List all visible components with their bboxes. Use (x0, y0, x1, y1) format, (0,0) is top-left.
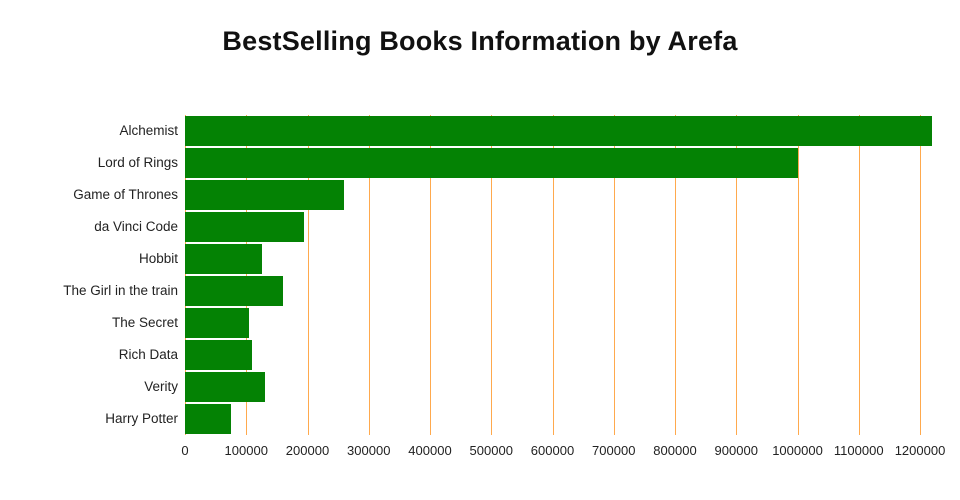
gridline (430, 115, 431, 435)
bar (185, 404, 231, 434)
bar (185, 212, 305, 242)
category-label: Rich Data (118, 347, 178, 362)
plot-area (185, 115, 937, 435)
x-axis-labels: 0 100000 200000 300000 400000 500000 600000 700… (181, 443, 945, 463)
bar (185, 148, 798, 178)
gridline (552, 115, 554, 435)
x-tick-label: 700000 (592, 443, 636, 458)
gridline (858, 115, 860, 435)
x-tick-label: 400000 (408, 443, 452, 458)
gridline (246, 115, 248, 435)
x-tick-label: 800000 (653, 443, 697, 458)
category-label: Game of Thrones (73, 187, 178, 202)
x-tick-label: 1000000 (772, 443, 823, 458)
gridline (736, 115, 738, 435)
gridline (920, 115, 921, 435)
category-label: Verity (144, 379, 178, 394)
chart-title: BestSelling Books Information by Arefa (222, 26, 738, 56)
bar (185, 244, 262, 274)
x-tick-label: 600000 (530, 443, 575, 458)
gridline (491, 115, 493, 435)
gridline (797, 115, 799, 435)
gridline (368, 115, 370, 435)
category-label: Harry Potter (105, 411, 178, 426)
bar (185, 180, 345, 210)
gridline (307, 115, 309, 435)
category-label: The Secret (111, 315, 178, 330)
x-tick-label: 200000 (285, 443, 330, 458)
x-tick-label: 500000 (469, 443, 513, 458)
x-tick-label: 1200000 (894, 443, 946, 458)
category-label: Lord of Rings (97, 155, 178, 170)
category-label: Hobbit (138, 251, 178, 266)
x-tick-label: 900000 (714, 443, 758, 458)
bar (185, 276, 283, 306)
bar (185, 372, 265, 402)
x-tick-label: 300000 (347, 443, 391, 458)
gridline (675, 115, 676, 435)
x-tick-label: 1100000 (833, 443, 884, 458)
x-tick-label: 100000 (224, 443, 268, 458)
bar (185, 340, 253, 370)
gridline (185, 115, 186, 435)
y-axis-labels: Alchemist Lord of Rings Game of Thrones da … (0, 115, 178, 435)
category-label: da Vinci Code (94, 219, 178, 234)
gridline (613, 115, 615, 435)
category-label: Alchemist (119, 123, 178, 138)
bar (185, 116, 933, 146)
bar (185, 308, 250, 338)
x-tick-label: 0 (181, 443, 189, 458)
category-label: The Girl in the train (63, 283, 178, 298)
